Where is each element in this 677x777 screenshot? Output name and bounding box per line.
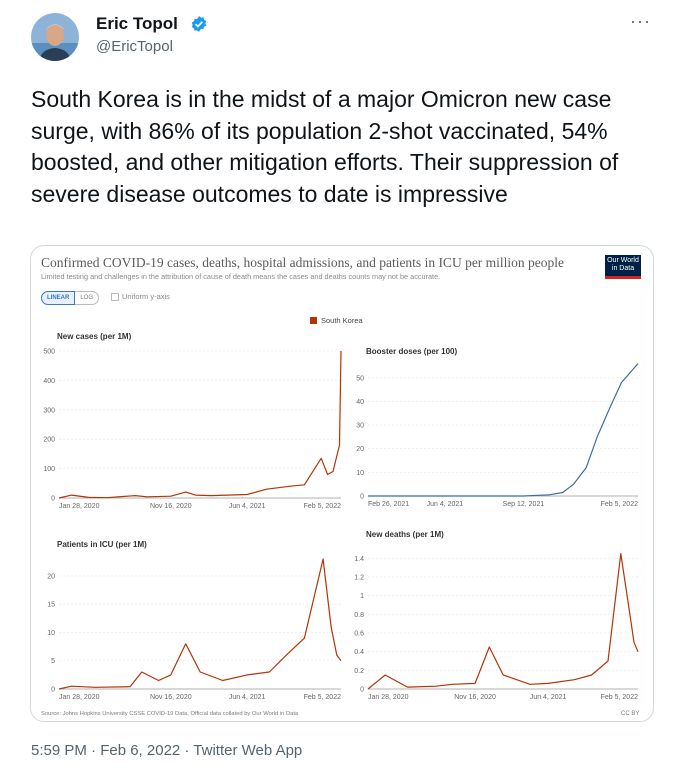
y-tick-label: 20: [356, 446, 364, 453]
owid-logo-line-2: in Data: [611, 265, 635, 272]
y-tick-label: 15: [47, 602, 55, 609]
legend: South Korea: [310, 316, 363, 325]
y-tick-label: 0.4: [354, 649, 364, 656]
x-tick-label: Feb 5, 2022: [304, 694, 341, 701]
x-tick-label: Jan 28, 2020: [59, 694, 100, 701]
chart-title: Confirmed COVID-19 cases, deaths, hospit…: [41, 255, 565, 270]
y-tick-label: 0.2: [354, 668, 364, 675]
avatar[interactable]: [31, 13, 79, 61]
x-tick-label: Jan 28, 2020: [59, 503, 100, 510]
checkbox-icon: [111, 292, 119, 301]
author-handle[interactable]: @EricTopol: [96, 38, 173, 55]
x-tick-label: Nov 16, 2020: [150, 694, 192, 701]
owid-logo-line-1: Our World: [607, 257, 639, 264]
y-tick-label: 1: [360, 593, 364, 600]
scale-toggle[interactable]: LINEAR LOG: [41, 291, 100, 305]
avatar-photo: [31, 13, 79, 61]
scale-linear-button[interactable]: LINEAR: [41, 291, 76, 305]
y-tick-label: 10: [47, 630, 55, 637]
y-tick-label: 500: [43, 349, 55, 356]
x-tick-label: Jun 4, 2021: [427, 501, 464, 508]
panel-title: Patients in ICU (per 1M): [57, 540, 147, 549]
y-tick-label: 0: [360, 494, 364, 501]
series-line: [368, 363, 639, 497]
verified-badge-icon: [191, 16, 207, 32]
y-tick-label: 0: [51, 496, 55, 503]
y-tick-label: 200: [43, 437, 55, 444]
panel-title: New cases (per 1M): [57, 332, 132, 341]
x-tick-label: Jun 4, 2021: [229, 694, 266, 701]
x-tick-label: Sep 12, 2021: [503, 501, 545, 508]
scale-log-button[interactable]: LOG: [75, 291, 100, 305]
y-tick-label: 0.8: [354, 612, 364, 619]
y-tick-label: 50: [356, 375, 364, 382]
x-tick-label: Feb 5, 2022: [304, 503, 341, 510]
y-tick-label: 40: [356, 399, 364, 406]
y-tick-label: 10: [356, 470, 364, 477]
series-line: [367, 553, 639, 690]
uniform-axis-label: Uniform y-axis: [122, 292, 170, 301]
series-line: [58, 350, 342, 499]
y-tick-label: 5: [51, 658, 55, 665]
panel-title: New deaths (per 1M): [366, 530, 444, 539]
y-tick-label: 0: [360, 687, 364, 694]
panel-title: Booster doses (per 100): [366, 347, 457, 356]
y-tick-label: 1.2: [354, 575, 364, 582]
y-tick-label: 30: [356, 423, 364, 430]
x-tick-label: Jun 4, 2021: [530, 694, 567, 701]
series-line: [58, 558, 342, 690]
chart-source: Source: Johns Hopkins University CSSE CO…: [41, 711, 299, 717]
x-tick-label: Jun 4, 2021: [229, 503, 266, 510]
x-tick-label: Nov 16, 2020: [150, 503, 192, 510]
y-tick-label: 1.4: [354, 556, 364, 563]
y-tick-label: 0.6: [354, 631, 364, 638]
owid-logo: Our World in Data: [605, 255, 641, 279]
x-tick-label: Feb 26, 2021: [368, 501, 409, 508]
more-icon[interactable]: ···: [630, 11, 651, 31]
x-tick-label: Feb 5, 2022: [601, 501, 638, 508]
uniform-axis-checkbox[interactable]: Uniform y-axis: [111, 292, 170, 301]
tweet-text: South Korea is in the midst of a major O…: [31, 86, 619, 207]
chart-subtitle: Limited testing and challenges in the at…: [41, 272, 441, 281]
tweet-timestamp[interactable]: 5:59 PM · Feb 6, 2022 · Twitter Web App: [31, 742, 303, 759]
author-name[interactable]: Eric Topol: [96, 14, 178, 33]
y-tick-label: 300: [43, 407, 55, 414]
legend-swatch: [310, 317, 317, 324]
x-tick-label: Jan 28, 2020: [368, 694, 409, 701]
y-tick-label: 0: [51, 687, 55, 694]
y-tick-label: 100: [43, 466, 55, 473]
y-tick-label: 400: [43, 378, 55, 385]
chart-license: CC BY: [621, 711, 640, 717]
media-card[interactable]: Confirmed COVID-19 cases, deaths, hospit…: [30, 245, 654, 722]
legend-label: South Korea: [321, 316, 363, 325]
x-tick-label: Feb 5, 2022: [601, 694, 638, 701]
x-tick-label: Nov 16, 2020: [454, 694, 496, 701]
y-tick-label: 20: [47, 573, 55, 580]
